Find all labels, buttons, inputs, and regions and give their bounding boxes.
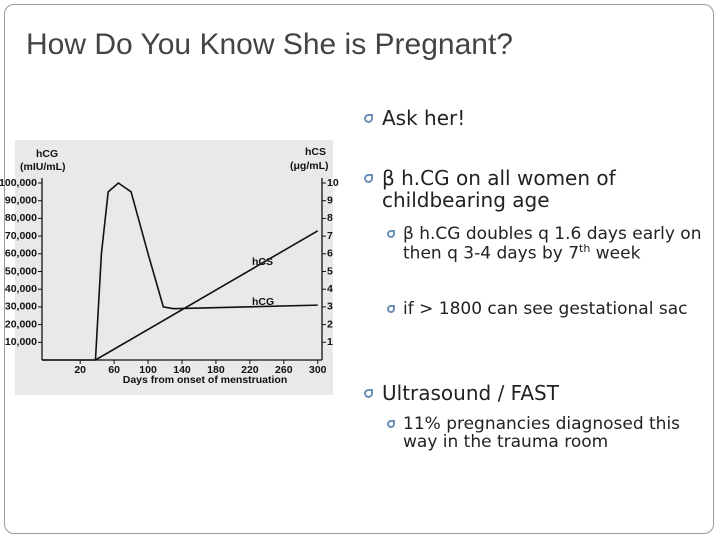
x-axis-title: Days from onset of menstruation	[123, 374, 288, 386]
x-tick-label: 260	[275, 364, 293, 376]
y-tick-label: 10,000	[5, 336, 37, 348]
y2-tick-label: 6	[327, 248, 333, 260]
bullet-text: β h.CG doubles q 1.6 days early on then …	[403, 224, 702, 265]
y2-tick-label: 2	[327, 318, 333, 330]
y-tick-label: 100,000	[0, 177, 37, 189]
bullet: Ask her!	[364, 107, 702, 130]
bullet: β h.CG doubles q 1.6 days early on then …	[387, 224, 703, 265]
series-label: hCS	[252, 256, 273, 268]
y-tick-label: 50,000	[5, 265, 37, 277]
bullet: Ultrasound / FAST	[364, 382, 702, 405]
y-axis-unit: (mIU/mL)	[20, 161, 66, 173]
x-tick-label: 20	[74, 364, 86, 376]
series-line	[95, 230, 319, 361]
y2-tick-label: 1	[327, 336, 333, 348]
bullet: 11% pregnancies diagnosed this way in th…	[387, 415, 703, 452]
series-label: hCG	[252, 296, 274, 308]
y-tick-label: 30,000	[5, 301, 37, 313]
x-tick-label: 140	[173, 364, 191, 376]
bullet: if > 1800 can see gestational sac	[387, 300, 703, 318]
y-tick-label: 20,000	[5, 318, 37, 330]
y2-tick-label: 7	[327, 230, 333, 242]
series-line	[42, 181, 318, 361]
chart-background	[15, 140, 333, 395]
y-tick-label: 40,000	[5, 283, 37, 295]
slide	[4, 4, 714, 534]
x-tick-label: 100	[139, 364, 157, 376]
bullet: β h.CG on all women of childbearing age	[364, 167, 702, 211]
y2-tick-label: 4	[327, 283, 333, 295]
y-tick-label: 60,000	[5, 248, 37, 260]
slide-title: How Do You Know She is Pregnant?	[26, 28, 513, 61]
y-axis-title: hCG	[36, 148, 58, 160]
superscript: th	[579, 242, 591, 256]
y2-axis-title: hCS	[305, 146, 326, 158]
y-tick-label: 70,000	[5, 230, 37, 242]
y2-tick-label: 10	[327, 177, 339, 189]
y-tick-label: 80,000	[5, 212, 37, 224]
x-tick-label: 60	[108, 364, 120, 376]
y2-axis-unit: (μg/mL)	[290, 160, 329, 172]
x-tick-label: 300	[309, 364, 327, 376]
x-tick-label: 220	[241, 364, 259, 376]
y2-tick-label: 8	[327, 212, 333, 224]
x-tick-label: 180	[207, 364, 225, 376]
y2-tick-label: 9	[327, 194, 333, 206]
y-tick-label: 90,000	[5, 194, 37, 206]
bullet-text: week	[590, 244, 641, 265]
y2-tick-label: 5	[327, 265, 333, 277]
y2-tick-label: 3	[327, 301, 333, 313]
